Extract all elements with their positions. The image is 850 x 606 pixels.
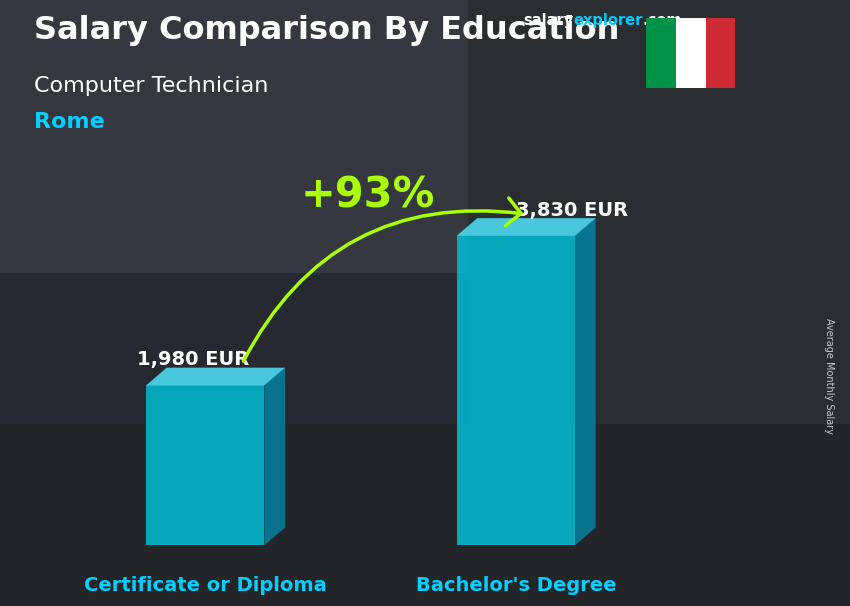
Text: Computer Technician: Computer Technician	[34, 76, 269, 96]
Bar	[0, 0, 468, 273]
Bar	[706, 18, 735, 88]
Bar	[646, 18, 676, 88]
Text: .com: .com	[643, 13, 682, 28]
Bar	[468, 0, 850, 424]
Text: Certificate or Diploma: Certificate or Diploma	[84, 576, 326, 595]
Polygon shape	[146, 385, 264, 545]
FancyArrowPatch shape	[243, 198, 521, 361]
Polygon shape	[456, 218, 596, 236]
Text: salary: salary	[523, 13, 573, 28]
Polygon shape	[146, 368, 285, 385]
Text: explorer: explorer	[573, 13, 643, 28]
Polygon shape	[575, 218, 596, 545]
Text: 3,830 EUR: 3,830 EUR	[516, 201, 628, 220]
Text: Rome: Rome	[34, 112, 105, 132]
Polygon shape	[264, 368, 285, 545]
Bar	[0, 424, 850, 606]
Text: +93%: +93%	[301, 175, 435, 216]
Text: Salary Comparison By Education: Salary Comparison By Education	[34, 15, 620, 46]
Bar	[676, 18, 705, 88]
Polygon shape	[456, 236, 575, 545]
Text: 1,980 EUR: 1,980 EUR	[137, 350, 250, 369]
Text: Bachelor's Degree: Bachelor's Degree	[416, 576, 616, 595]
Text: Average Monthly Salary: Average Monthly Salary	[824, 318, 834, 434]
